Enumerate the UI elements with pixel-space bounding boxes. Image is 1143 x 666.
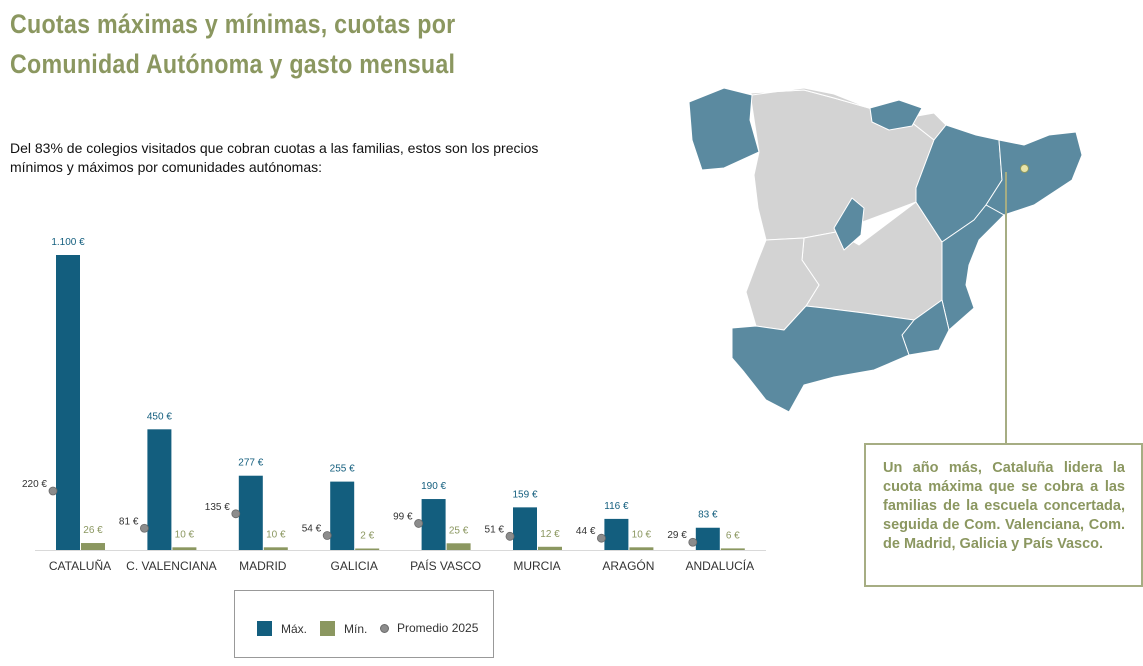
- page-title: Cuotas máximas y mínimas, cuotas por Com…: [10, 4, 457, 84]
- bar-min-andalucía: [720, 548, 745, 550]
- point-avg-cataluña: [48, 486, 58, 496]
- callout-box: Un año más, Cataluña lidera la cuota máx…: [864, 443, 1143, 587]
- label-max-madrid: 277 €: [238, 458, 263, 469]
- point-avg-murcia: [505, 531, 515, 541]
- cataluna-marker: [1020, 164, 1029, 173]
- bar-max-país-vasco: [421, 499, 446, 550]
- bar-max-cataluña: [56, 255, 80, 550]
- bar-min-c-valenciana: [172, 547, 197, 550]
- label-avg-madrid: 135 €: [205, 502, 230, 513]
- bar-max-c-valenciana: [147, 429, 172, 550]
- category-label-cataluña: CATALUÑA: [49, 559, 111, 573]
- legend-label-min: Mín.: [344, 621, 368, 636]
- label-avg-murcia: 51 €: [485, 524, 505, 535]
- legend-swatch-min: [320, 621, 335, 636]
- category-label-c-valenciana: C. VALENCIANA: [126, 559, 216, 573]
- bar-min-cataluña: [81, 543, 105, 550]
- map-region-andalucia: [731, 305, 915, 413]
- callout-connector-line: [1005, 172, 1007, 443]
- label-min-galicia: 2 €: [360, 531, 374, 542]
- bar-max-murcia: [513, 507, 537, 550]
- chart-legend: Máx. Mín. Promedio 2025: [234, 590, 494, 658]
- category-label-andalucía: ANDALUCÍA: [685, 558, 754, 573]
- label-max-murcia: 159 €: [512, 489, 537, 500]
- label-avg-cataluña: 220 €: [22, 479, 47, 490]
- map-region-north: [749, 87, 947, 141]
- bar-min-madrid: [263, 547, 288, 550]
- label-avg-andalucía: 29 €: [667, 530, 687, 541]
- category-label-país-vasco: PAÍS VASCO: [410, 558, 481, 573]
- label-min-andalucía: 6 €: [726, 530, 740, 541]
- category-label-aragón: ARAGÓN: [602, 558, 654, 573]
- bar-max-galicia: [330, 481, 355, 550]
- label-avg-aragón: 44 €: [576, 526, 596, 537]
- label-max-aragón: 116 €: [604, 501, 629, 512]
- map-region-pais-vasco: [869, 99, 923, 131]
- bar-max-andalucía: [695, 527, 720, 550]
- bar-max-madrid: [238, 475, 263, 550]
- map-region-madrid: [833, 197, 865, 251]
- point-avg-c-valenciana: [139, 523, 149, 533]
- title-line-2: Comunidad Autónoma y gasto mensual: [10, 49, 456, 79]
- label-min-cataluña: 26 €: [83, 525, 103, 536]
- intro-text: Del 83% de colegios visitados que cobran…: [10, 140, 539, 175]
- bar-min-murcia: [538, 546, 562, 550]
- label-max-país-vasco: 190 €: [421, 481, 446, 492]
- bar-max-aragón: [604, 518, 629, 550]
- point-avg-andalucía: [688, 537, 698, 547]
- bar-min-país-vasco: [446, 543, 471, 550]
- bar-chart: 1.100 € 26 € 220 € CATALUÑA 450 € 10 € 81 € C. …: [22, 237, 766, 573]
- category-label-madrid: MADRID: [239, 559, 287, 573]
- label-min-país-vasco: 25 €: [449, 525, 469, 536]
- point-avg-aragón: [597, 533, 606, 543]
- legend-item-min: Mín.: [320, 621, 367, 636]
- category-label-galicia: GALICIA: [331, 559, 378, 573]
- title-line-1: Cuotas máximas y mínimas, cuotas por: [10, 9, 456, 39]
- label-max-cataluña: 1.100 €: [51, 237, 85, 248]
- legend-item-avg: Promedio 2025: [380, 621, 478, 635]
- label-min-c-valenciana: 10 €: [175, 529, 195, 540]
- label-min-aragón: 10 €: [632, 529, 652, 540]
- label-avg-país-vasco: 99 €: [393, 511, 413, 522]
- point-avg-país-vasco: [414, 519, 424, 528]
- label-avg-galicia: 54 €: [302, 524, 322, 535]
- spain-map: [688, 87, 1083, 413]
- label-max-c-valenciana: 450 €: [147, 411, 172, 422]
- point-avg-galicia: [322, 531, 332, 540]
- bar-min-galicia: [355, 548, 380, 550]
- category-label-murcia: MURCIA: [513, 559, 560, 573]
- legend-swatch-max: [257, 621, 272, 636]
- legend-dot-avg: [380, 623, 389, 633]
- legend-label-avg: Promedio 2025: [397, 621, 479, 635]
- label-avg-c-valenciana: 81 €: [119, 516, 139, 527]
- label-min-murcia: 12 €: [540, 529, 560, 540]
- legend-item-max: Máx.: [257, 621, 307, 636]
- label-max-galicia: 255 €: [330, 464, 355, 475]
- bar-min-aragón: [629, 547, 654, 550]
- label-max-andalucía: 83 €: [698, 510, 718, 521]
- map-region-cataluna: [985, 131, 1083, 216]
- point-avg-madrid: [231, 509, 241, 519]
- map-region-galicia: [688, 87, 760, 171]
- label-min-madrid: 10 €: [266, 529, 286, 540]
- legend-label-max: Máx.: [281, 621, 308, 636]
